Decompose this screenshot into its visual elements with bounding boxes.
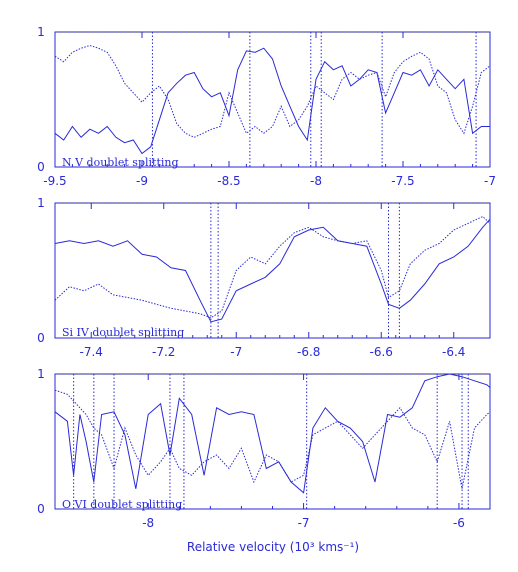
nv-x-tick-label-5: -7 xyxy=(484,174,496,188)
siiv-x-tick-label-2: -7 xyxy=(230,345,242,359)
nv-series-dotted xyxy=(54,44,491,138)
nv-panel: N V doublet splitting -9.5 -9 -8.5 -8 -7.5 -7… xyxy=(37,25,496,188)
siiv-x-tick-label-3: -6.8 xyxy=(297,345,320,359)
siiv-x-tick-label-1: -7.2 xyxy=(152,345,175,359)
nv-plot-frame xyxy=(54,31,491,168)
ovi-panel: O VI doublet splitting -8 -7 -6 0 1 xyxy=(37,367,491,530)
siiv-panel: Si IV doublet splitting -7.4 -7.2 -7 -6.8 -6… xyxy=(37,196,491,359)
nv-x-tick-label-3: -8 xyxy=(310,174,322,188)
siiv-y-tick-label-1: 1 xyxy=(37,196,45,210)
nv-panel-label: N V doublet splitting xyxy=(62,156,179,169)
nv-y-tick-label-1: 1 xyxy=(37,25,45,39)
ovi-panel-label: O VI doublet splitting xyxy=(62,498,182,511)
ovi-plot-frame xyxy=(54,373,491,510)
ovi-series-dotted xyxy=(54,389,491,489)
nv-x-tick-label-0: -9.5 xyxy=(43,174,66,188)
ovi-series-solid xyxy=(54,373,491,494)
siiv-y-tick-label-0: 0 xyxy=(37,331,45,345)
ovi-x-tick-label-0: -8 xyxy=(142,516,154,530)
nv-x-tick-label-4: -7.5 xyxy=(391,174,414,188)
nv-series-solid xyxy=(54,47,490,155)
siiv-x-tick-label-5: -6.4 xyxy=(442,345,465,359)
nv-x-tick-label-1: -9 xyxy=(136,174,148,188)
ovi-y-tick-label-1: 1 xyxy=(37,367,45,381)
nv-x-tick-label-2: -8.5 xyxy=(217,174,240,188)
siiv-series-dotted xyxy=(54,215,491,319)
x-axis-label: Relative velocity (10³ kms⁻¹) xyxy=(187,540,359,554)
ovi-x-tick-label-2: -6 xyxy=(453,516,465,530)
siiv-series-solid xyxy=(54,218,491,323)
siiv-panel-label: Si IV doublet splitting xyxy=(62,326,184,339)
nv-y-tick-label-0: 0 xyxy=(37,160,45,174)
siiv-x-tick-label-0: -7.4 xyxy=(80,345,103,359)
ovi-y-tick-label-0: 0 xyxy=(37,502,45,516)
ovi-x-tick-label-1: -7 xyxy=(298,516,310,530)
siiv-x-tick-label-4: -6.6 xyxy=(370,345,393,359)
